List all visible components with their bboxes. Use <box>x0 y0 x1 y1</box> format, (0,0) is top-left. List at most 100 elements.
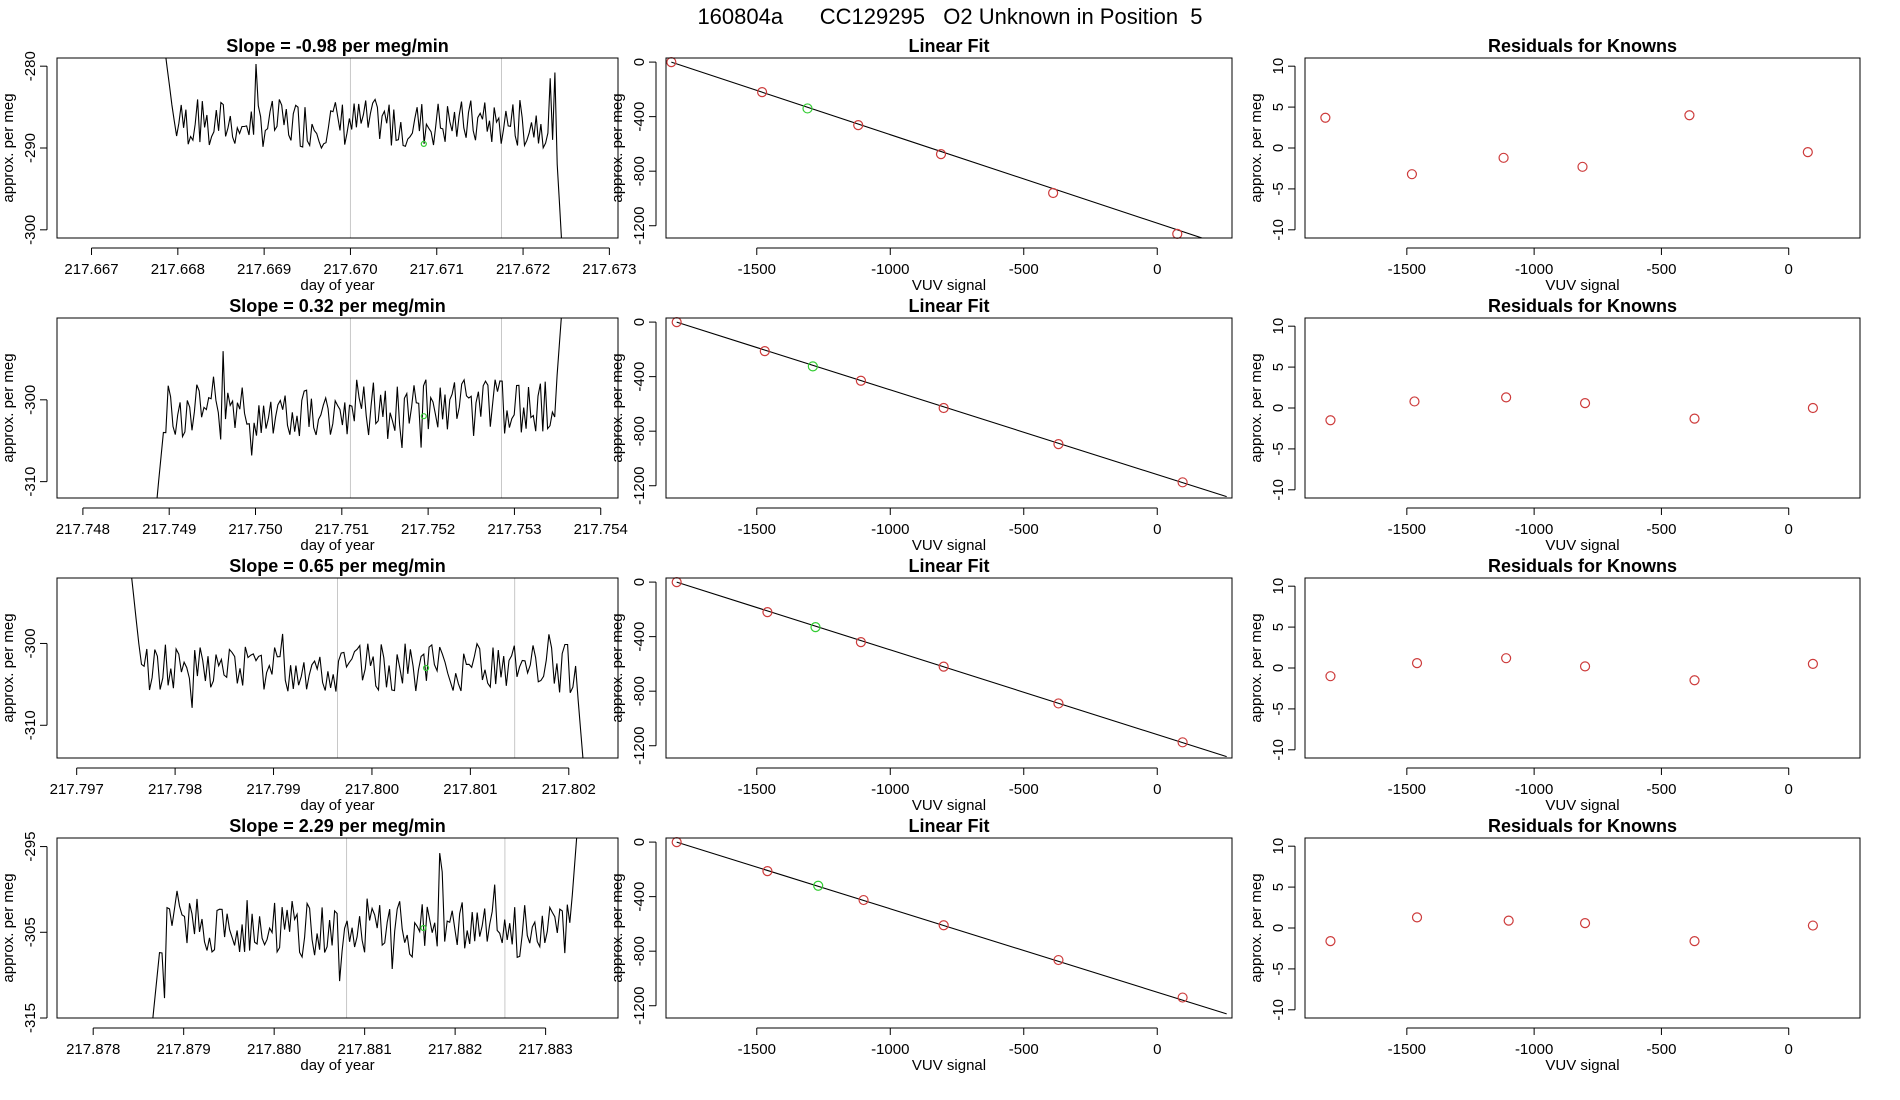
x-tick-label: 217.667 <box>64 261 118 278</box>
y-tick-label: -800 <box>631 416 648 446</box>
data-point <box>1807 920 1819 931</box>
x-axis-label: day of year <box>300 1057 374 1074</box>
y-tick-label: 0 <box>631 838 648 846</box>
data-point <box>1172 228 1183 240</box>
y-tick-label: -295 <box>22 832 39 862</box>
chart-panel-2-1: Slope = 0.32 per meg/min 217.748 217.749 21… <box>0 296 628 554</box>
data-point <box>1689 675 1700 686</box>
data-point <box>855 636 866 648</box>
y-tick-label: -315 <box>22 1003 39 1033</box>
unknown-point <box>802 103 813 114</box>
x-tick-label: 217.883 <box>518 1041 572 1058</box>
x-tick-label: -1000 <box>871 781 909 798</box>
x-tick-label: -1000 <box>871 261 909 278</box>
page-title: 160804a CC129295 O2 Unknown in Position … <box>697 4 1203 29</box>
x-axis-label: VUV signal <box>912 797 986 814</box>
y-tick-label: 0 <box>1270 924 1287 932</box>
x-tick-label: 217.752 <box>401 521 455 538</box>
chart-panel-2-2: Linear Fit -1500 -1000 -500 0 VUV signal 0 -400… <box>609 296 1233 554</box>
y-tick-label: -1200 <box>631 727 648 765</box>
x-tick-label: 217.882 <box>428 1041 482 1058</box>
data-point <box>1177 737 1188 748</box>
y-tick-label: -310 <box>22 710 39 740</box>
y-tick-label: -1200 <box>631 467 648 505</box>
plot-frame <box>665 837 1233 1019</box>
data-point <box>762 606 773 618</box>
y-tick-label: -10 <box>1270 999 1287 1021</box>
y-tick-label: 0 <box>631 58 648 66</box>
y-tick-label: 10 <box>1270 578 1287 595</box>
x-tick-label: -1500 <box>738 261 776 278</box>
x-tick-label: -1500 <box>738 1041 776 1058</box>
y-tick-label: -310 <box>22 467 39 497</box>
x-axis-label: VUV signal <box>1545 277 1619 294</box>
x-tick-label: 0 <box>1785 1041 1793 1058</box>
y-axis-label: approx. per meg <box>609 353 626 462</box>
y-tick-label: -10 <box>1270 739 1287 761</box>
data-point <box>1807 658 1819 670</box>
series-line <box>165 58 562 238</box>
y-tick-label: -305 <box>22 917 39 947</box>
data-point <box>759 346 770 357</box>
x-tick-label: -500 <box>1009 261 1039 278</box>
data-point <box>1177 992 1188 1003</box>
data-point <box>858 894 869 906</box>
x-tick-label: -1000 <box>871 1041 909 1058</box>
x-tick-label: 217.751 <box>315 521 369 538</box>
y-tick-label: -5 <box>1270 442 1287 455</box>
x-tick-label: -1000 <box>1515 1041 1553 1058</box>
x-tick-label: 217.802 <box>542 781 596 798</box>
y-axis-label: approx. per meg <box>0 353 17 462</box>
data-point <box>938 920 949 931</box>
plot-frame <box>665 57 1233 239</box>
chart-panel-1-1: Slope = -0.98 per meg/min 217.667 217.668 2… <box>0 36 636 294</box>
x-tick-label: -1500 <box>1388 781 1426 798</box>
chart-panel-3-2: Linear Fit -1500 -1000 -500 0 VUV signal 0 -400… <box>609 556 1233 814</box>
y-axis-label: approx. per meg <box>1248 613 1265 722</box>
data-point <box>1325 671 1336 682</box>
unknown-marker <box>420 140 427 148</box>
y-tick-label: -290 <box>22 133 39 163</box>
data-point <box>938 661 949 672</box>
y-axis-label: approx. per meg <box>609 873 626 982</box>
y-tick-label: 0 <box>631 318 648 326</box>
data-point <box>1325 415 1336 426</box>
chart-panel-1-3: Residuals for Knowns -1500 -1000 -500 0 VUV s… <box>1248 36 1861 294</box>
y-axis-label: approx. per meg <box>609 93 626 202</box>
x-tick-label: 217.801 <box>443 781 497 798</box>
y-axis-label: approx. per meg <box>1248 873 1265 982</box>
y-tick-label: -800 <box>631 676 648 706</box>
chart-panel-4-1: Slope = 2.29 per meg/min 217.878 217.879 21… <box>0 816 619 1074</box>
data-point <box>853 119 864 131</box>
y-tick-label: 0 <box>1270 144 1287 152</box>
panel-title: Slope = 0.32 per meg/min <box>229 296 446 316</box>
y-tick-label: -400 <box>631 362 648 392</box>
x-tick-label: -500 <box>1009 521 1039 538</box>
x-tick-label: 217.750 <box>228 521 282 538</box>
y-axis-label: approx. per meg <box>1248 93 1265 202</box>
x-tick-label: -1000 <box>1515 261 1553 278</box>
x-axis-label: day of year <box>300 537 374 554</box>
data-point <box>762 866 773 877</box>
chart-panel-2-3: Residuals for Knowns -1500 -1000 -500 0 VUV s… <box>1248 296 1861 554</box>
x-tick-label: 217.673 <box>582 261 636 278</box>
x-tick-label: 0 <box>1153 781 1161 798</box>
y-tick-label: -400 <box>631 622 648 652</box>
plot-frame <box>1304 577 1861 759</box>
x-tick-label: 217.668 <box>151 261 205 278</box>
y-axis-label: approx. per meg <box>0 613 17 722</box>
data-point <box>1498 152 1509 163</box>
x-tick-label: 217.753 <box>487 521 541 538</box>
plot-frame <box>665 577 1233 759</box>
data-point <box>1689 935 1700 947</box>
data-point <box>1409 396 1420 407</box>
y-tick-label: -1200 <box>631 207 648 245</box>
data-point <box>1577 161 1588 172</box>
plot-frame <box>1304 57 1861 239</box>
data-point <box>1501 392 1512 403</box>
y-tick-label: -300 <box>22 215 39 245</box>
x-tick-label: 217.669 <box>237 261 291 278</box>
panel-title: Linear Fit <box>908 36 989 56</box>
chart-panel-4-2: Linear Fit -1500 -1000 -500 0 VUV signal 0 -400… <box>609 816 1233 1074</box>
x-axis-label: day of year <box>300 797 374 814</box>
